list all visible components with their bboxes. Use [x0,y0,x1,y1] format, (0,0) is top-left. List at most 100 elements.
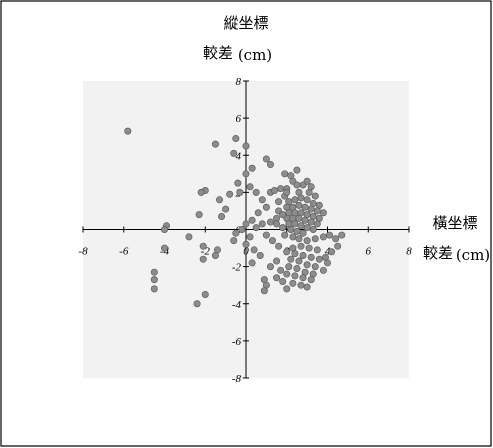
data-point [262,231,270,239]
data-point [268,237,276,245]
data-point [252,224,260,232]
data-point [248,164,256,172]
data-point [226,190,234,198]
data-point [266,263,274,271]
y-tick-label: 0 [236,225,242,237]
data-point [281,231,289,239]
data-point [303,237,311,245]
data-point [326,231,334,239]
x-tick-label: -2 [201,246,211,258]
data-point [297,222,305,230]
data-point [283,270,291,278]
data-point [297,281,305,289]
data-point [285,263,293,271]
x-axis-title-line2: 較差 [423,244,453,262]
data-point [232,229,240,237]
data-point [301,216,309,224]
data-point [289,233,297,241]
x-tick-label: 0 [243,246,249,258]
data-point [289,279,297,287]
data-point [303,177,311,185]
data-point [301,203,309,211]
data-point [150,268,158,276]
data-point [262,203,270,211]
data-point [277,185,285,193]
data-point [266,161,274,169]
data-point [218,213,226,221]
data-point [211,251,219,259]
y-tick-label: -8 [232,373,242,385]
x-axis-unit: (cm) [456,246,490,264]
data-point [238,226,246,234]
data-point [291,272,299,280]
data-point [273,220,281,228]
data-point [279,277,287,285]
data-point [303,196,311,204]
data-point [262,155,270,163]
data-point [242,220,250,228]
data-point [295,257,303,265]
data-point [124,127,132,135]
y-tick-label: 4 [236,150,242,162]
data-point [332,235,340,243]
data-point [248,259,256,267]
data-point [319,209,327,217]
y-tick-label: -2 [232,262,242,274]
data-point [236,188,244,196]
axes [82,80,410,379]
data-point [313,207,321,215]
data-point [230,149,238,157]
y-tick-label: 8 [236,76,242,88]
data-point [287,255,295,263]
x-tick-label: -8 [78,246,88,258]
data-point [291,220,299,228]
data-point [283,188,291,196]
data-point [305,244,313,252]
data-point [303,224,311,232]
x-tick-label: 8 [406,246,412,258]
data-point [319,266,327,274]
data-point [277,266,285,274]
x-tick-label: -6 [119,246,129,258]
data-point [307,218,315,226]
data-point [297,194,305,202]
data-point [293,181,301,189]
data-point [242,142,250,150]
data-point [281,170,289,178]
data-point [311,263,319,271]
y-axis-title-line2: 較差 [203,44,233,62]
data-point [299,229,307,237]
data-point [287,226,295,234]
data-point [246,233,254,241]
data-point [242,170,250,178]
data-point [195,211,203,219]
data-point [311,235,319,243]
data-point [273,274,281,282]
data-point [193,300,201,308]
data-point [295,214,303,222]
y-tick-label: -4 [232,299,242,311]
data-point [234,179,242,187]
data-point [275,198,283,206]
data-point [216,196,224,204]
data-point [211,140,219,148]
data-point [279,211,287,219]
data-point [279,224,287,232]
data-point [307,205,315,213]
data-point [258,220,266,228]
data-point [299,274,307,282]
data-point [295,201,303,209]
data-point [328,248,336,256]
data-point [232,135,240,143]
data-point [283,285,291,293]
data-point [293,166,301,174]
x-tick-label: 4 [325,246,331,258]
y-axis-unit: (cm) [238,46,272,64]
data-point [295,235,303,243]
data-point [303,283,311,291]
data-point [319,233,327,241]
y-axis-title-line1: 縱坐標 [223,14,268,32]
data-point [313,246,321,254]
